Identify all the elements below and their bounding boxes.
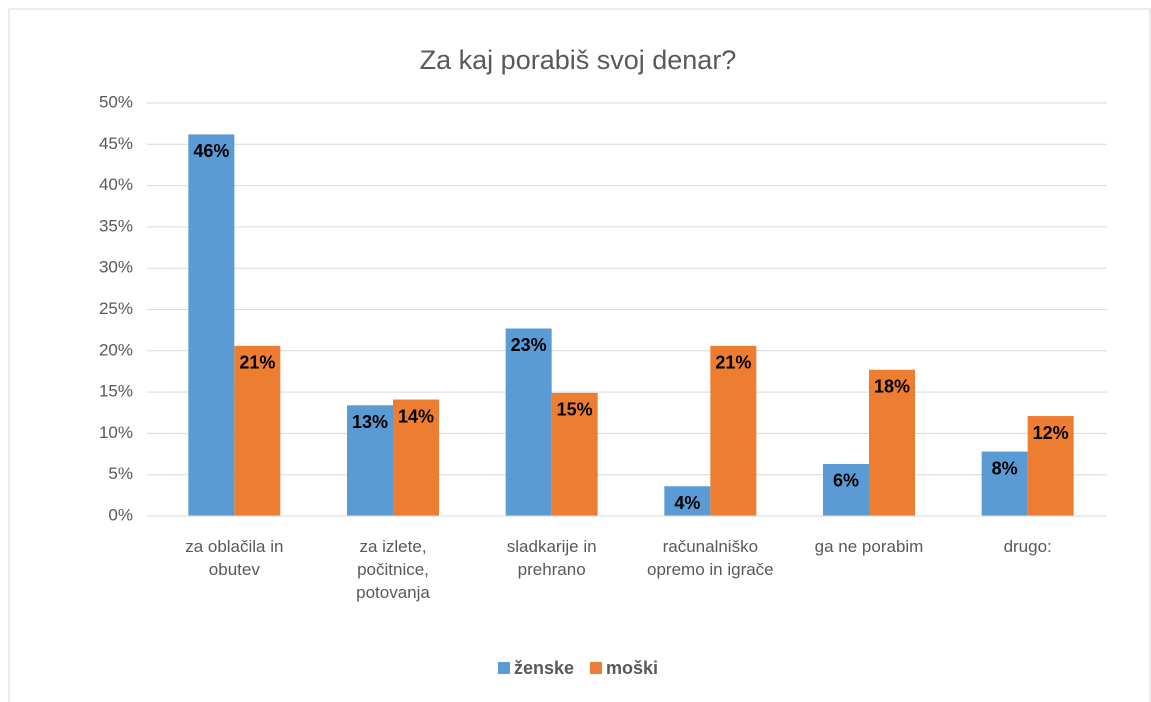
legend-label: moški [606, 658, 658, 678]
data-label: 6% [833, 471, 859, 491]
y-tick-label: 5% [108, 464, 133, 483]
y-tick-label: 35% [99, 216, 133, 235]
bar [347, 405, 393, 516]
y-tick-label: 45% [99, 134, 133, 153]
data-label: 13% [352, 412, 388, 432]
x-tick-label: za oblačila in obutev [185, 537, 283, 579]
x-tick-line: opremo in igrače [647, 560, 774, 579]
x-tick-label: drugo: [1004, 537, 1052, 556]
bar [823, 463, 869, 516]
x-tick-line: sladkarije in [507, 537, 597, 556]
x-tick-line: prehrano [518, 560, 586, 579]
y-tick-label: 20% [99, 340, 133, 359]
data-label: 4% [674, 493, 700, 513]
x-tick-label: računalniško opremo in igrače [647, 537, 774, 579]
x-tick-label: sladkarije in prehrano [507, 537, 597, 579]
x-tick-line: ga ne porabim [815, 537, 924, 556]
y-tick-label: 30% [99, 258, 133, 277]
data-label: 12% [1033, 423, 1069, 443]
y-tick-label: 15% [99, 382, 133, 401]
y-tick-label: 50% [99, 92, 133, 111]
bar [869, 369, 915, 516]
data-label: 15% [557, 400, 593, 420]
x-tick-line: za oblačila in [185, 537, 283, 556]
x-tick-line: za izlete, [359, 537, 426, 556]
bar [1027, 416, 1074, 516]
x-tick-line: potovanja [356, 583, 430, 602]
x-tick-line: počitnice, [357, 560, 429, 579]
bar [234, 345, 281, 516]
chart-title: Za kaj porabiš svoj denar? [420, 45, 737, 75]
x-tick-line: drugo: [1004, 537, 1052, 556]
x-tick-label: za izlete, počitnice, potovanja [356, 537, 430, 602]
y-tick-label: 10% [99, 423, 133, 442]
bar [551, 392, 598, 516]
data-label: 14% [398, 406, 434, 426]
bar [393, 399, 439, 516]
bar [188, 134, 235, 516]
x-tick-line: obutev [209, 560, 261, 579]
legend-label: ženske [514, 658, 574, 678]
data-label: 46% [193, 141, 229, 161]
x-tick-line: računalniško [663, 537, 758, 556]
data-label: 8% [992, 458, 1018, 478]
bar [981, 451, 1028, 516]
x-tick-label: ga ne porabim [815, 537, 924, 556]
data-label: 21% [715, 353, 751, 373]
bar [664, 486, 711, 516]
y-tick-label: 0% [108, 505, 133, 524]
chart-frame [8, 8, 1151, 702]
legend: ženske moški [497, 658, 658, 678]
data-label: 23% [511, 335, 547, 355]
data-label: 21% [239, 353, 275, 373]
y-tick-label: 40% [99, 175, 133, 194]
bar [505, 328, 552, 516]
data-label: 18% [874, 377, 910, 397]
legend-swatch [590, 662, 603, 674]
y-tick-label: 25% [99, 299, 133, 318]
legend-swatch [497, 662, 510, 674]
bar [710, 345, 757, 516]
